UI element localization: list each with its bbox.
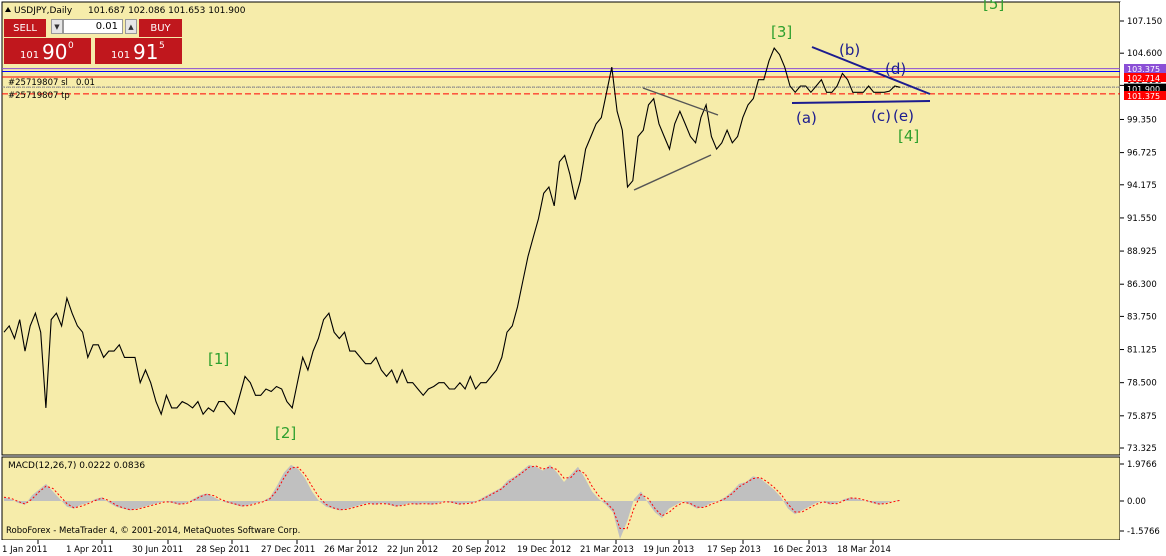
wave-primary-label: [1] xyxy=(208,350,229,368)
x-tick-label: 1 Jan 2011 xyxy=(2,545,48,555)
y-tick-label: 88.925 xyxy=(1127,247,1157,257)
y-tick-label: 73.325 xyxy=(1127,444,1157,454)
y-tick-label: 99.350 xyxy=(1127,115,1157,125)
sell-button[interactable]: SELL xyxy=(4,19,46,37)
macd-tick-label: 0.00 xyxy=(1127,497,1146,507)
x-tick-label: 17 Sep 2013 xyxy=(707,545,761,555)
header-ohlc: 101.687 102.086 101.653 101.900 xyxy=(88,6,246,16)
wave-secondary-label: (d) xyxy=(885,60,906,78)
triangle-lower-line xyxy=(633,154,712,191)
lot-input[interactable]: 0.01 xyxy=(63,19,123,34)
x-tick-label: 1 Apr 2011 xyxy=(66,545,113,555)
wave-secondary-label: (e) xyxy=(893,107,914,125)
y-tick-label: 86.300 xyxy=(1127,280,1157,290)
wave-primary-label: [3] xyxy=(771,23,792,41)
wave-primary-label: [2] xyxy=(275,424,296,442)
order-sl-label: #25719807 sl xyxy=(8,78,68,88)
sell-price-pip: 0 xyxy=(68,41,74,51)
y-tick-label: 104.600 xyxy=(1127,49,1162,59)
macd-tick-label: 1.9766 xyxy=(1127,460,1157,470)
price-tag xyxy=(1124,64,1166,73)
price-tag xyxy=(1124,73,1166,82)
y-tick-label: 81.125 xyxy=(1127,346,1157,356)
x-tick-label: 18 Mar 2014 xyxy=(837,545,891,555)
buy-price[interactable]: 101 91 5 xyxy=(95,38,182,64)
price-tag-label: 101.375 xyxy=(1127,92,1160,101)
y-tick-label: 94.175 xyxy=(1127,181,1157,191)
lot-dropdown-icon[interactable]: ▼ xyxy=(51,19,63,34)
wave-secondary-label: (c) xyxy=(871,107,891,125)
wave-primary-label: [4] xyxy=(898,127,919,145)
buy-price-main: 91 xyxy=(133,40,159,64)
price-tag xyxy=(1124,84,1166,93)
y-tick-label: 96.725 xyxy=(1127,149,1157,159)
price-tag-label: 103.375 xyxy=(1127,65,1160,74)
y-tick-label: 107.150 xyxy=(1127,17,1162,27)
macd-label: MACD(12,26,7) 0.0222 0.0836 xyxy=(8,461,145,471)
triangle-upper-line xyxy=(642,87,719,116)
sell-price[interactable]: 101 90 0 xyxy=(4,38,91,64)
wave-primary-label: [5] xyxy=(983,0,1004,13)
order-sl-lot: 0.01 xyxy=(76,78,95,88)
lot-stepper-icon[interactable]: ▲ xyxy=(125,19,137,34)
header-symbol: USDJPY,Daily xyxy=(14,6,73,16)
price-tag-label: 101.900 xyxy=(1127,85,1160,94)
wave-secondary-label: (a) xyxy=(796,109,817,127)
x-tick-label: 20 Sep 2012 xyxy=(452,545,506,555)
x-tick-label: 16 Dec 2013 xyxy=(773,545,827,555)
copyright-text: RoboForex - MetaTrader 4, © 2001-2014, M… xyxy=(6,526,300,536)
y-tick-label: 78.500 xyxy=(1127,379,1157,389)
x-tick-label: 21 Mar 2013 xyxy=(580,545,634,555)
macd-signal-line xyxy=(3,465,901,530)
y-tick-label: 83.750 xyxy=(1127,312,1157,322)
price-tag-label: 102.714 xyxy=(1127,74,1160,83)
sell-price-main: 90 xyxy=(42,40,68,64)
main-plot-area xyxy=(1,1,1121,456)
price-tag xyxy=(1124,91,1166,100)
x-tick-label: 30 Jun 2011 xyxy=(132,545,183,555)
wedge-upper-line xyxy=(811,46,931,95)
x-tick-label: 27 Dec 2011 xyxy=(261,545,315,555)
y-tick-label: 75.875 xyxy=(1127,412,1157,422)
one-click-trading-panel: SELL ▼ 0.01 ▲ BUY 101 90 0 101 91 5 xyxy=(4,17,182,64)
x-tick-label: 28 Sep 2011 xyxy=(196,545,250,555)
wave-secondary-label: (b) xyxy=(839,41,860,59)
buy-price-prefix: 101 xyxy=(111,50,131,61)
macd-tick-label: -1.5766 xyxy=(1127,527,1160,537)
x-tick-label: 19 Dec 2012 xyxy=(517,545,571,555)
price-series-line xyxy=(3,47,901,416)
x-tick-label: 19 Jun 2013 xyxy=(643,545,694,555)
x-tick-label: 22 Jun 2012 xyxy=(387,545,438,555)
wedge-lower-line xyxy=(791,100,931,104)
sell-price-prefix: 101 xyxy=(20,50,40,61)
y-tick-label: 91.550 xyxy=(1127,214,1157,224)
x-tick-label: 26 Mar 2012 xyxy=(324,545,378,555)
buy-button[interactable]: BUY xyxy=(139,19,182,37)
time-axis-bg xyxy=(0,540,1166,556)
collapse-arrow-icon[interactable] xyxy=(5,7,11,12)
buy-price-pip: 5 xyxy=(159,41,165,51)
order-tp-label: #25719807 tp xyxy=(8,91,70,101)
